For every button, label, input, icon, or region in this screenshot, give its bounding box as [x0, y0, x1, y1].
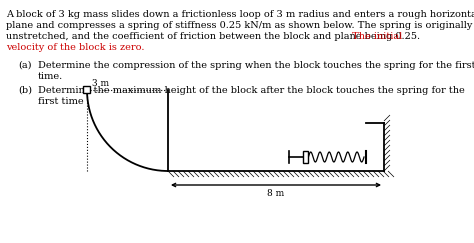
Text: velocity of the block is zero.: velocity of the block is zero.	[6, 43, 145, 52]
Text: time.: time.	[38, 72, 63, 81]
Bar	[303, 151, 309, 163]
Text: Determine the compression of the spring when the block touches the spring for th: Determine the compression of the spring …	[38, 61, 474, 69]
Text: plane and compresses a spring of stiffness 0.25 kN/m as shown below. The spring : plane and compresses a spring of stiffne…	[6, 21, 473, 30]
Text: A block of 3 kg mass slides down a frictionless loop of 3 m radius and enters a : A block of 3 kg mass slides down a frict…	[6, 10, 474, 19]
Text: Determine the maximum height of the block after the block touches the spring for: Determine the maximum height of the bloc…	[38, 86, 465, 95]
Text: The initial: The initial	[349, 32, 402, 41]
Text: (a): (a)	[18, 61, 31, 69]
Text: unstretched, and the coefficient of friction between the block and plane being 0: unstretched, and the coefficient of fric…	[6, 32, 420, 41]
Text: 3 m: 3 m	[92, 79, 109, 88]
Text: 8 m: 8 m	[267, 189, 284, 198]
Text: first time: first time	[38, 97, 83, 106]
Text: (b): (b)	[18, 86, 32, 95]
Bar	[83, 87, 91, 94]
